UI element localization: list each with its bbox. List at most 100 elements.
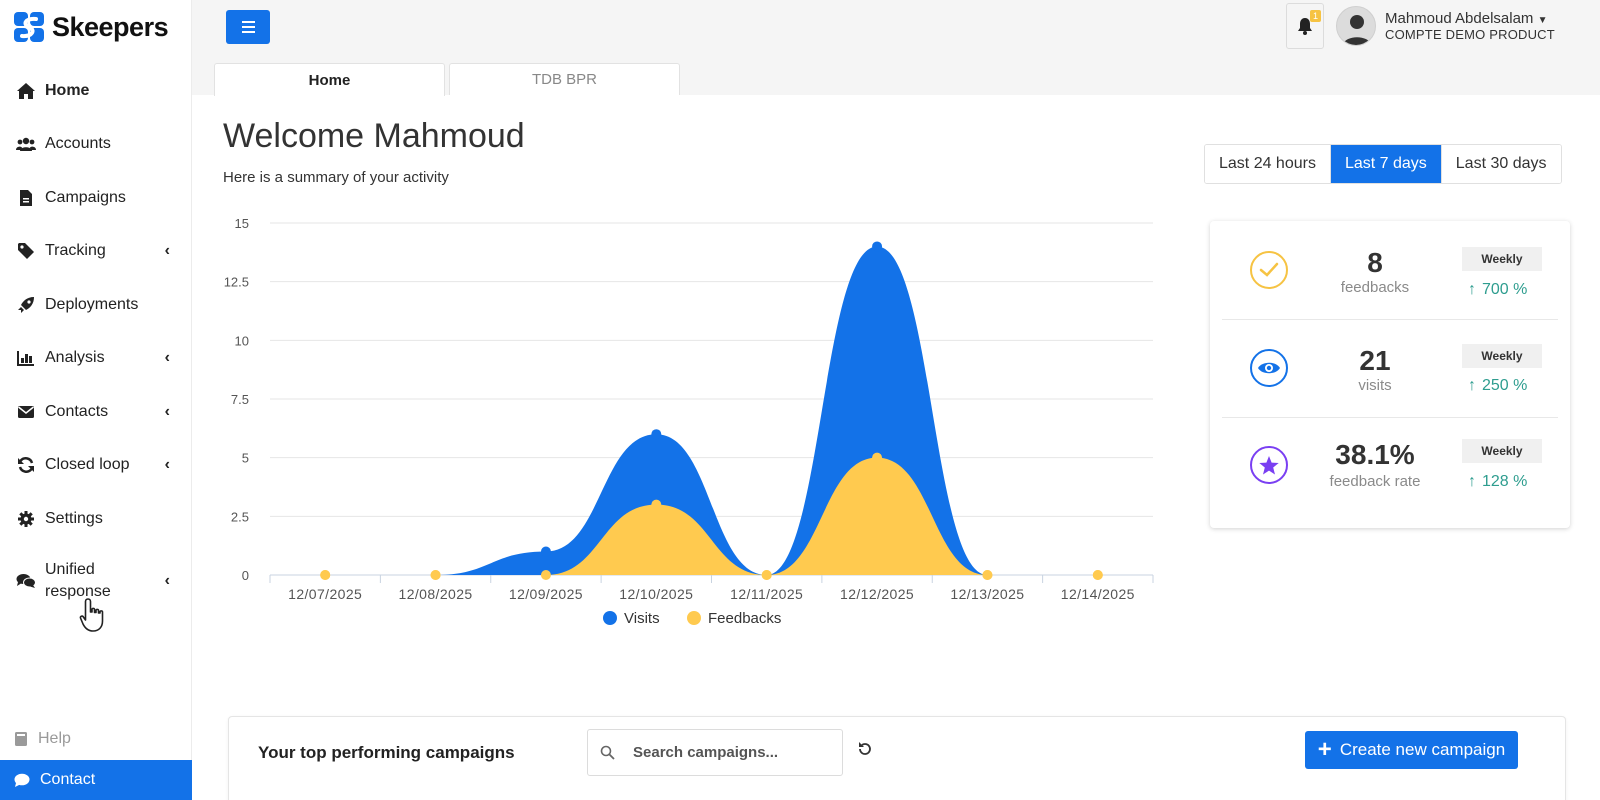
- data-point-feedbacks[interactable]: [872, 452, 883, 463]
- users-icon: [16, 134, 36, 154]
- chevron-left-icon[interactable]: ‹: [164, 349, 170, 367]
- legend-label[interactable]: Visits: [624, 610, 660, 627]
- x-tick-label: 12/12/2025: [840, 586, 914, 602]
- data-point-feedbacks[interactable]: [1092, 570, 1103, 580]
- sidebar-item-unified-response[interactable]: Unified response ‹: [0, 546, 192, 616]
- y-tick-label: 7.5: [231, 392, 249, 407]
- file-icon: [16, 188, 36, 208]
- skeepers-logo-icon: [14, 12, 44, 42]
- x-tick-label: 12/13/2025: [950, 586, 1024, 602]
- user-menu[interactable]: Mahmoud Abdelsalam ▼ COMPTE DEMO PRODUCT: [1336, 6, 1555, 46]
- data-point-visits[interactable]: [872, 241, 883, 252]
- contact-button[interactable]: Contact: [0, 760, 192, 800]
- series-area-visits: [325, 246, 1098, 575]
- period-badge: Weekly: [1462, 344, 1542, 368]
- bell-icon: [1298, 18, 1312, 35]
- sidebar-item-settings[interactable]: Settings: [0, 492, 192, 546]
- chevron-left-icon[interactable]: ‹: [164, 571, 170, 589]
- avatar: [1336, 6, 1376, 46]
- caret-down-icon: ▼: [1537, 15, 1548, 26]
- data-point-feedbacks[interactable]: [430, 570, 441, 580]
- chevron-left-icon[interactable]: ‹: [164, 242, 170, 260]
- date-range-selector: Last 24 hours Last 7 days Last 30 days: [1204, 144, 1562, 184]
- legend-marker[interactable]: [603, 611, 617, 625]
- data-point-visits[interactable]: [540, 546, 551, 557]
- sidebar-item-analysis[interactable]: Analysis ‹: [0, 332, 192, 386]
- sync-icon: [16, 455, 36, 475]
- contact-label: Contact: [40, 771, 96, 788]
- legend-marker[interactable]: [687, 611, 701, 625]
- stat-label: feedbacks: [1340, 279, 1410, 296]
- sidebar-item-contacts[interactable]: Contacts ‹: [0, 385, 192, 439]
- user-info: Mahmoud Abdelsalam ▼ COMPTE DEMO PRODUCT: [1385, 10, 1555, 42]
- stat-label: visits: [1358, 377, 1392, 394]
- data-point-visits[interactable]: [651, 429, 662, 440]
- data-point-feedbacks[interactable]: [982, 570, 993, 580]
- range-last-30-days[interactable]: Last 30 days: [1441, 145, 1561, 183]
- sidebar-nav: Home Accounts Campaigns Tracking ‹ Dep: [0, 64, 192, 616]
- sidebar-item-home[interactable]: Home: [0, 64, 192, 118]
- range-last-24-hours[interactable]: Last 24 hours: [1205, 145, 1331, 183]
- y-tick-label: 2.5: [231, 509, 249, 524]
- range-last-7-days[interactable]: Last 7 days: [1330, 145, 1442, 183]
- stat-value: 21: [1359, 345, 1391, 376]
- stat-feedbacks: 8 feedbacks Weekly ↑ 700 %: [1210, 221, 1570, 319]
- stat-label: feedback rate: [1329, 473, 1421, 490]
- stat-feedback-rate: 38.1% feedback rate Weekly ↑ 128 %: [1210, 417, 1570, 515]
- series-area-feedbacks: [325, 457, 1098, 575]
- data-point-feedbacks[interactable]: [320, 570, 331, 580]
- stat-value: 38.1%: [1335, 439, 1415, 470]
- y-tick-label: 15: [235, 216, 249, 231]
- x-tick-label: 12/07/2025: [288, 586, 362, 602]
- trend: ↑ 250 %: [1468, 377, 1558, 395]
- sidebar-item-closed-loop[interactable]: Closed loop ‹: [0, 439, 192, 493]
- gear-icon: [16, 509, 36, 529]
- hand-cursor-icon: [79, 598, 104, 632]
- sidebar-item-label: Closed loop: [45, 456, 130, 474]
- help-link[interactable]: Help: [14, 730, 71, 748]
- stats-card: 8 feedbacks Weekly ↑ 700 % 21 visits Week…: [1210, 221, 1570, 528]
- y-tick-label: 12.5: [224, 275, 249, 290]
- sidebar-item-label: Campaigns: [45, 188, 126, 206]
- notifications-button[interactable]: 1: [1286, 3, 1324, 49]
- legend-label[interactable]: Feedbacks: [708, 610, 781, 627]
- sidebar-item-deployments[interactable]: Deployments: [0, 278, 192, 332]
- stat-value: 8: [1367, 247, 1383, 278]
- hamburger-icon: [241, 21, 255, 23]
- search-box[interactable]: [587, 729, 843, 776]
- x-tick-label: 12/09/2025: [509, 586, 583, 602]
- sidebar-item-label: Settings: [45, 509, 103, 527]
- page-title: Welcome Mahmoud: [223, 117, 525, 155]
- eye-icon: [1250, 349, 1288, 387]
- data-point-feedbacks[interactable]: [761, 570, 772, 580]
- x-tick-label: 12/14/2025: [1061, 586, 1135, 602]
- x-tick-label: 12/10/2025: [619, 586, 693, 602]
- top-campaigns-panel: Your top performing campaigns + Create n…: [228, 716, 1566, 800]
- tab-tdb-bpr[interactable]: TDB BPR: [449, 63, 680, 95]
- y-tick-label: 0: [242, 568, 249, 583]
- create-campaign-button[interactable]: + Create new campaign: [1305, 731, 1518, 769]
- sidebar-item-tracking[interactable]: Tracking ‹: [0, 225, 192, 279]
- sidebar-item-accounts[interactable]: Accounts: [0, 118, 192, 172]
- create-campaign-label: Create new campaign: [1339, 740, 1506, 759]
- menu-toggle-button[interactable]: [226, 10, 270, 44]
- x-tick-label: 12/11/2025: [730, 586, 803, 602]
- help-label: Help: [38, 730, 71, 747]
- data-point-feedbacks[interactable]: [651, 499, 662, 510]
- logo[interactable]: Skeepers: [12, 10, 169, 44]
- chevron-left-icon[interactable]: ‹: [164, 402, 170, 420]
- period-badge: Weekly: [1462, 247, 1542, 271]
- tab-home[interactable]: Home: [214, 63, 445, 96]
- page-subtitle: Here is a summary of your activity: [223, 169, 449, 186]
- data-point-feedbacks[interactable]: [540, 570, 551, 580]
- search-input[interactable]: [633, 744, 813, 761]
- envelope-icon: [16, 402, 36, 422]
- chevron-left-icon[interactable]: ‹: [164, 456, 170, 474]
- stat-visits: 21 visits Weekly ↑ 250 %: [1210, 319, 1570, 417]
- refresh-icon[interactable]: [857, 741, 873, 762]
- comments-icon: [16, 571, 36, 591]
- arrow-up-icon: ↑: [1468, 473, 1476, 490]
- sidebar-item-campaigns[interactable]: Campaigns: [0, 171, 192, 225]
- notification-badge: 1: [1309, 10, 1321, 22]
- activity-chart: 0 2.5 5 7.5 10 12.5 15 12/07/2025 12/08/2025 12/0…: [215, 205, 1195, 665]
